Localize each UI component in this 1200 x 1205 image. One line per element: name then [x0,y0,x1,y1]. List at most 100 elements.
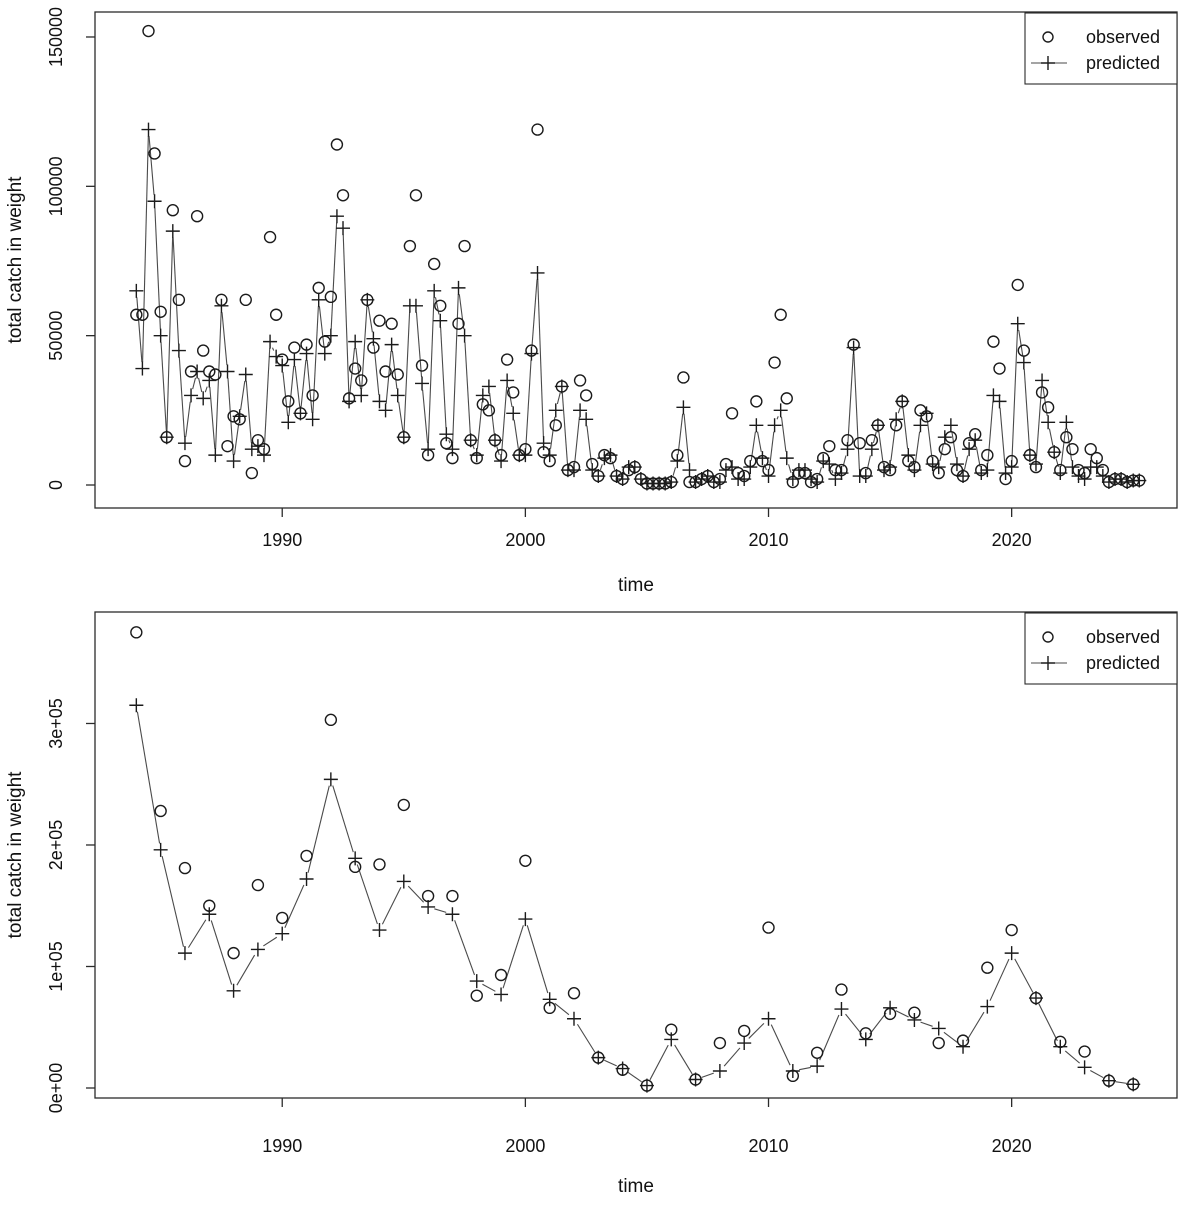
predicted-point [810,1059,825,1074]
predicted-point [469,448,484,463]
predicted-point [421,442,436,457]
predicted-point [974,466,989,481]
predicted-point [737,1036,752,1051]
observed-point [914,404,927,417]
x-tick-label: 2020 [992,1136,1032,1156]
predicted-point [658,476,673,491]
predicted-line-segment [701,1072,714,1078]
predicted-point [761,469,776,484]
observed-point [1005,923,1018,937]
predicted-point [591,469,606,484]
predicted-point [396,430,411,445]
predicted-point [895,394,910,409]
predicted-line-segment [537,279,544,437]
predicted-line-segment [245,380,252,443]
predicted-line-segment [136,711,161,844]
predicted-point [1004,946,1019,961]
predicted-line-segment [878,431,884,464]
observed-point [531,123,544,136]
predicted-point [889,412,904,427]
predicted-point [220,364,235,379]
predicted-line-segment [136,297,143,363]
legend-predicted-marker [1041,56,1055,70]
predicted-line-segment [489,392,495,434]
predicted-point [159,430,174,445]
predicted-line-segment [209,386,216,449]
predicted-line-segment [236,954,256,986]
predicted-point [433,313,448,328]
observed-point [178,454,192,468]
x-tick-label: 2010 [748,530,788,550]
observed-point [993,362,1006,375]
predicted-line-segment [263,348,271,449]
predicted-line-segment [902,407,909,449]
y-tick-label: 150000 [46,7,66,67]
predicted-point [822,457,837,472]
observed-point [190,209,204,223]
observed-point [1035,386,1049,399]
predicted-line-segment [166,237,174,431]
predicted-point [712,1063,727,1078]
predicted-line-segment [161,856,185,947]
y-tick-label: 0e+00 [46,1063,66,1114]
predicted-point [147,194,162,209]
predicted-line-segment [349,348,356,395]
predicted-line-segment [148,136,155,195]
predicted-line-segment [381,887,402,925]
predicted-point [256,448,271,463]
predicted-point [664,475,679,490]
predicted-point [828,472,843,487]
predicted-point [281,415,296,430]
predicted-line-segment [770,1024,791,1066]
predicted-line-segment [513,419,519,449]
predicted-point [238,367,253,382]
predicted-line-segment [185,401,191,437]
predicted-point [1114,472,1129,487]
predicted-line-segment [198,377,203,393]
predicted-line-segment [920,1021,933,1027]
predicted-point [275,358,290,373]
predicted-line-segment [306,360,313,413]
observed-point [1017,344,1031,357]
predicted-point [269,349,284,364]
predicted-point [998,466,1013,481]
predicted-point [1004,460,1019,475]
predicted-point [439,427,454,442]
legend-predicted-label: predicted [1086,653,1160,673]
predicted-point [542,992,557,1007]
predicted-point [907,463,922,478]
predicted-point [761,1011,776,1026]
predicted-point [858,1032,873,1047]
predicted-point [591,1050,606,1065]
observed-point [421,889,435,903]
predicted-point [1035,373,1050,388]
observed-point [1078,1045,1091,1058]
predicted-point [1053,466,1068,481]
predicted-point [767,418,782,433]
predicted-point [1126,1077,1141,1092]
predicted-point [834,1002,849,1017]
y-axis-label: total catch in weight [5,771,26,939]
legend-box [1024,12,1178,85]
predicted-point [737,472,752,487]
predicted-line-segment [897,407,901,414]
predicted-point [445,907,460,922]
y-axis-label: total catch in weight [5,176,26,344]
predicted-point [779,451,794,466]
predicted-point [360,292,375,307]
predicted-line-segment [586,425,593,464]
observed-point [713,1036,727,1050]
predicted-line-segment [210,920,233,985]
observed-point [482,404,496,417]
predicted-point [415,376,430,391]
x-tick-label: 1990 [262,530,302,550]
predicted-line-segment [987,401,994,464]
predicted-point [810,475,825,490]
predicted-line-segment [454,920,476,976]
predicted-line-segment [1064,1050,1081,1064]
predicted-point [700,469,715,484]
observed-point [677,371,690,384]
observed-point [136,308,149,321]
predicted-point [949,457,964,472]
predicted-point [1101,475,1116,490]
